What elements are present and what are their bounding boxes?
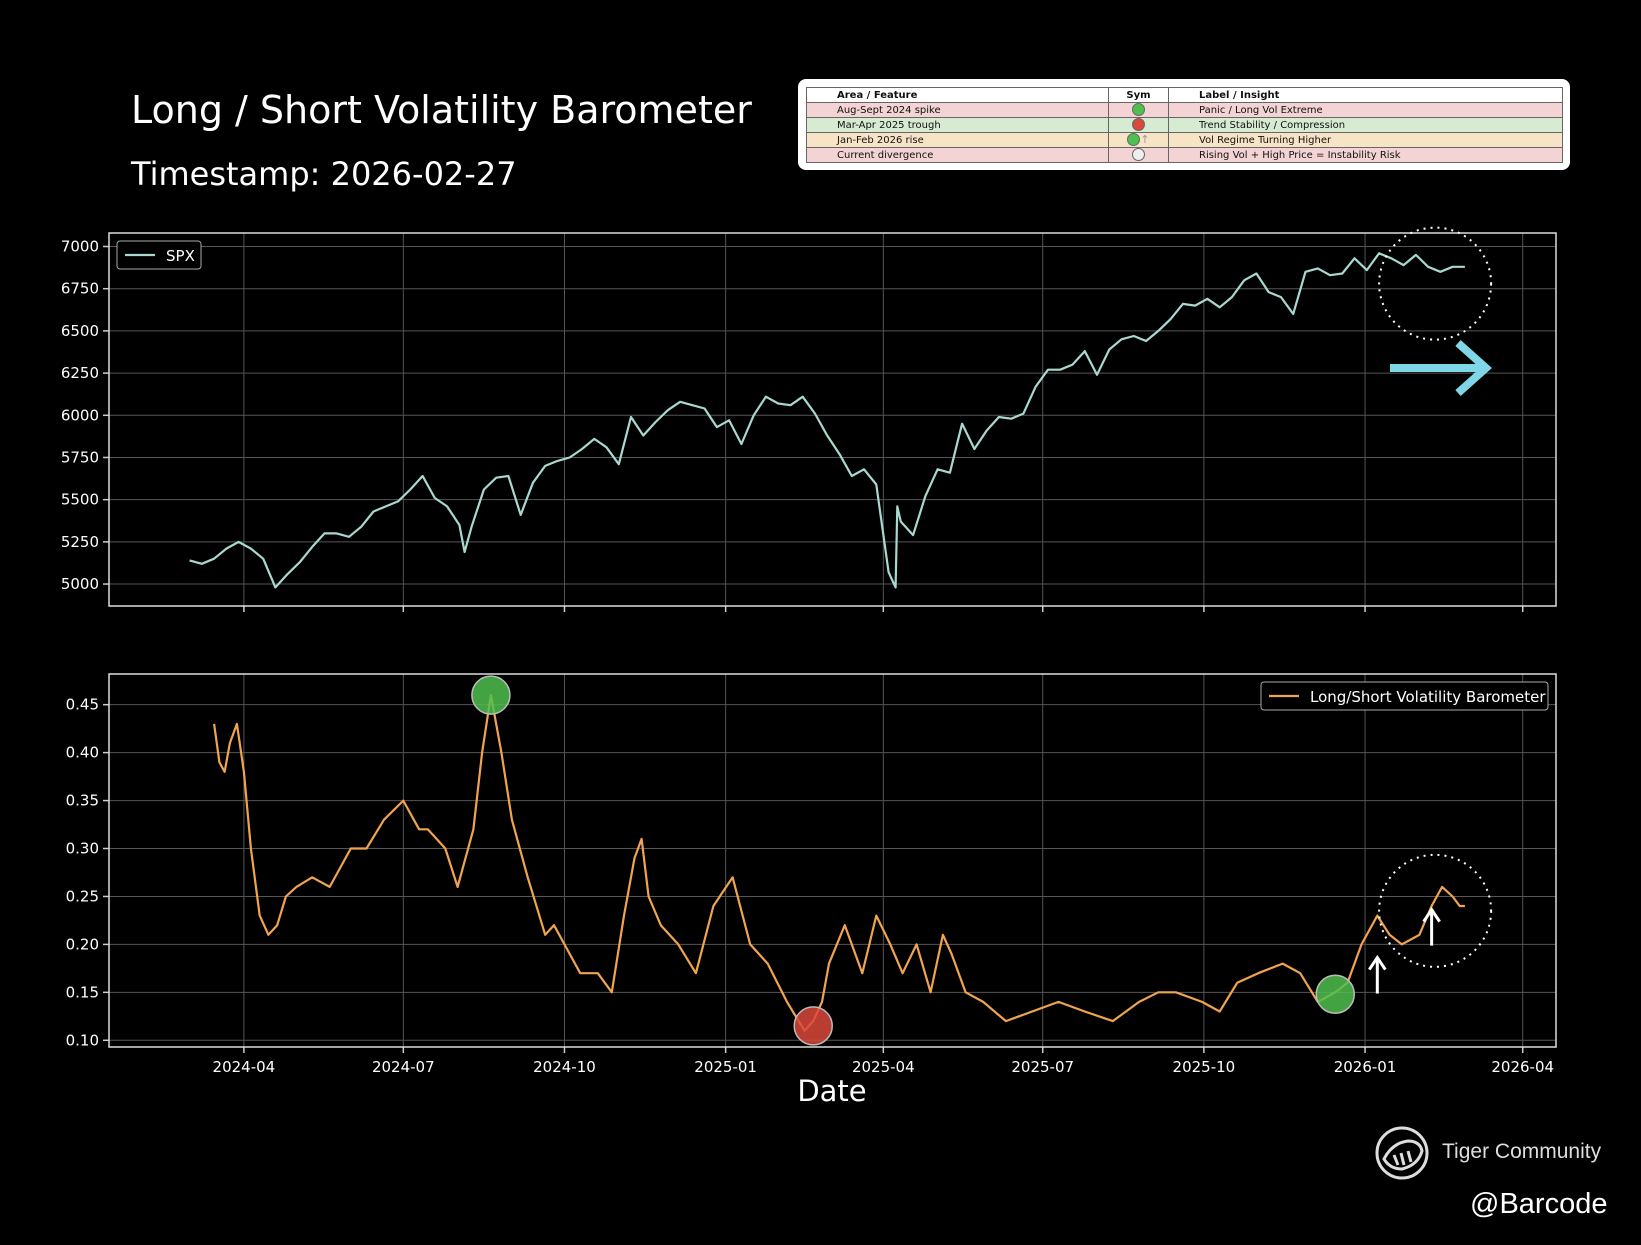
y-tick-label: 5500 <box>61 491 99 509</box>
insight-symbol-cell <box>1108 117 1169 133</box>
insight-table-panel: Area / Feature Sym Label / Insight Aug-S… <box>798 79 1570 170</box>
tiger-logo-icon <box>1375 1126 1429 1180</box>
red-circle-marker-icon <box>793 1006 833 1046</box>
insight-symbol-cell <box>1108 147 1169 163</box>
y-tick-label: 0.30 <box>66 840 99 858</box>
red-circle-icon <box>1132 118 1145 132</box>
header-feature: Area / Feature <box>806 87 1109 103</box>
legend-label: Long/Short Volatility Barometer <box>1310 688 1546 706</box>
green-circle-up-arrow-icon <box>1127 133 1141 147</box>
green-circle-marker-icon <box>1315 974 1356 1015</box>
y-tick-label: 6500 <box>61 322 99 340</box>
x-tick-label: 2024-07 <box>372 1058 435 1076</box>
x-tick-label: 2026-01 <box>1334 1058 1397 1076</box>
plot-frame <box>108 673 1557 1048</box>
x-axis-label: Date <box>797 1074 866 1108</box>
legend-label: SPX <box>166 247 195 265</box>
y-tick-label: 7000 <box>61 238 99 256</box>
insight-label: Rising Vol + High Price = Instability Ri… <box>1168 147 1563 163</box>
green-circle-icon <box>1132 103 1145 117</box>
highlight-circle-icon <box>1378 226 1493 341</box>
watermark-brand: Tiger Community <box>1442 1140 1602 1163</box>
x-tick-label: 2024-10 <box>533 1058 596 1076</box>
plot-frame <box>108 232 1557 607</box>
series-line-barometer <box>213 693 1465 1032</box>
y-tick-label: 5250 <box>61 533 99 551</box>
legend-box <box>116 240 202 270</box>
up-arrow-head-icon <box>1422 906 1441 923</box>
insight-row: Current divergence Rising Vol + High Pric… <box>806 147 1563 163</box>
author-handle: @Barcode <box>1470 1188 1608 1220</box>
y-tick-label: 6750 <box>61 280 99 298</box>
highlight-circle-icon <box>1378 853 1493 968</box>
y-tick-label: 0.15 <box>66 983 99 1001</box>
up-arrow-icon: ↑ <box>1140 133 1150 147</box>
y-tick-label: 0.40 <box>66 744 99 762</box>
series-line-spx <box>189 252 1465 589</box>
legend-box <box>1260 681 1549 711</box>
y-tick-label: 0.10 <box>66 1031 99 1049</box>
x-tick-label: 2025-04 <box>852 1058 915 1076</box>
y-tick-label: 6250 <box>61 364 99 382</box>
y-tick-label: 6000 <box>61 406 99 424</box>
x-tick-label: 2025-01 <box>694 1058 757 1076</box>
up-arrow-head-icon <box>1368 954 1387 971</box>
right-arrow-head-icon <box>1455 340 1493 396</box>
insight-feature: Current divergence <box>806 147 1109 163</box>
watermark: Tiger Community <box>1374 1122 1614 1182</box>
insight-row: Jan-Feb 2026 rise ↑ Vol Regime Turning Hig… <box>806 132 1563 148</box>
chart-title: Long / Short Volatility Barometer <box>131 88 752 132</box>
y-tick-label: 0.35 <box>66 792 99 810</box>
insight-table-header: Area / Feature Sym Label / Insight <box>806 87 1563 103</box>
y-tick-label: 5000 <box>61 575 99 593</box>
empty-circle-icon <box>1132 148 1145 162</box>
timestamp-subtitle: Timestamp: 2026-02-27 <box>131 155 517 193</box>
insight-row: Aug-Sept 2024 spike Panic / Long Vol Extr… <box>806 102 1563 118</box>
y-tick-label: 0.20 <box>66 935 99 953</box>
x-tick-label: 2026-04 <box>1491 1058 1554 1076</box>
y-tick-label: 5750 <box>61 448 99 466</box>
insight-table: Area / Feature Sym Label / Insight Aug-S… <box>806 87 1563 163</box>
green-circle-marker-icon <box>471 675 511 715</box>
y-tick-label: 0.45 <box>66 696 99 714</box>
x-tick-label: 2025-07 <box>1011 1058 1074 1076</box>
x-tick-label: 2025-10 <box>1173 1058 1236 1076</box>
y-tick-label: 0.25 <box>66 887 99 905</box>
x-tick-label: 2024-04 <box>213 1058 276 1076</box>
